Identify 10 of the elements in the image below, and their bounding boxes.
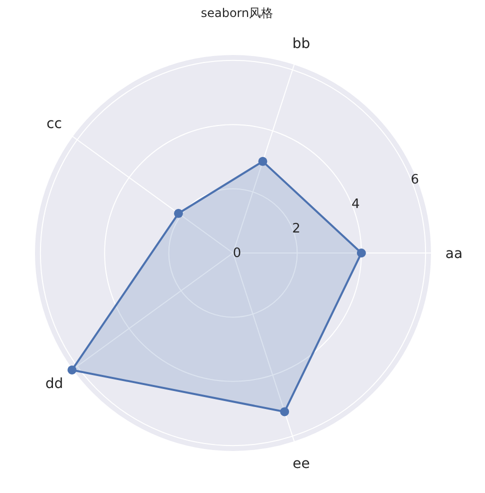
y-tick-label: 4 bbox=[351, 196, 360, 212]
spoke-label: bb bbox=[292, 36, 310, 52]
spoke-label: aa bbox=[445, 246, 463, 262]
spoke-label: dd bbox=[45, 376, 64, 392]
y-tick-label: 0 bbox=[232, 246, 242, 261]
y-tick-label: 2 bbox=[292, 221, 300, 236]
chart-title: seaborn风格 bbox=[200, 6, 274, 20]
y-tick-label: 6 bbox=[410, 172, 420, 188]
spoke-label: cc bbox=[46, 116, 62, 132]
spoke-label: ee bbox=[292, 456, 310, 472]
